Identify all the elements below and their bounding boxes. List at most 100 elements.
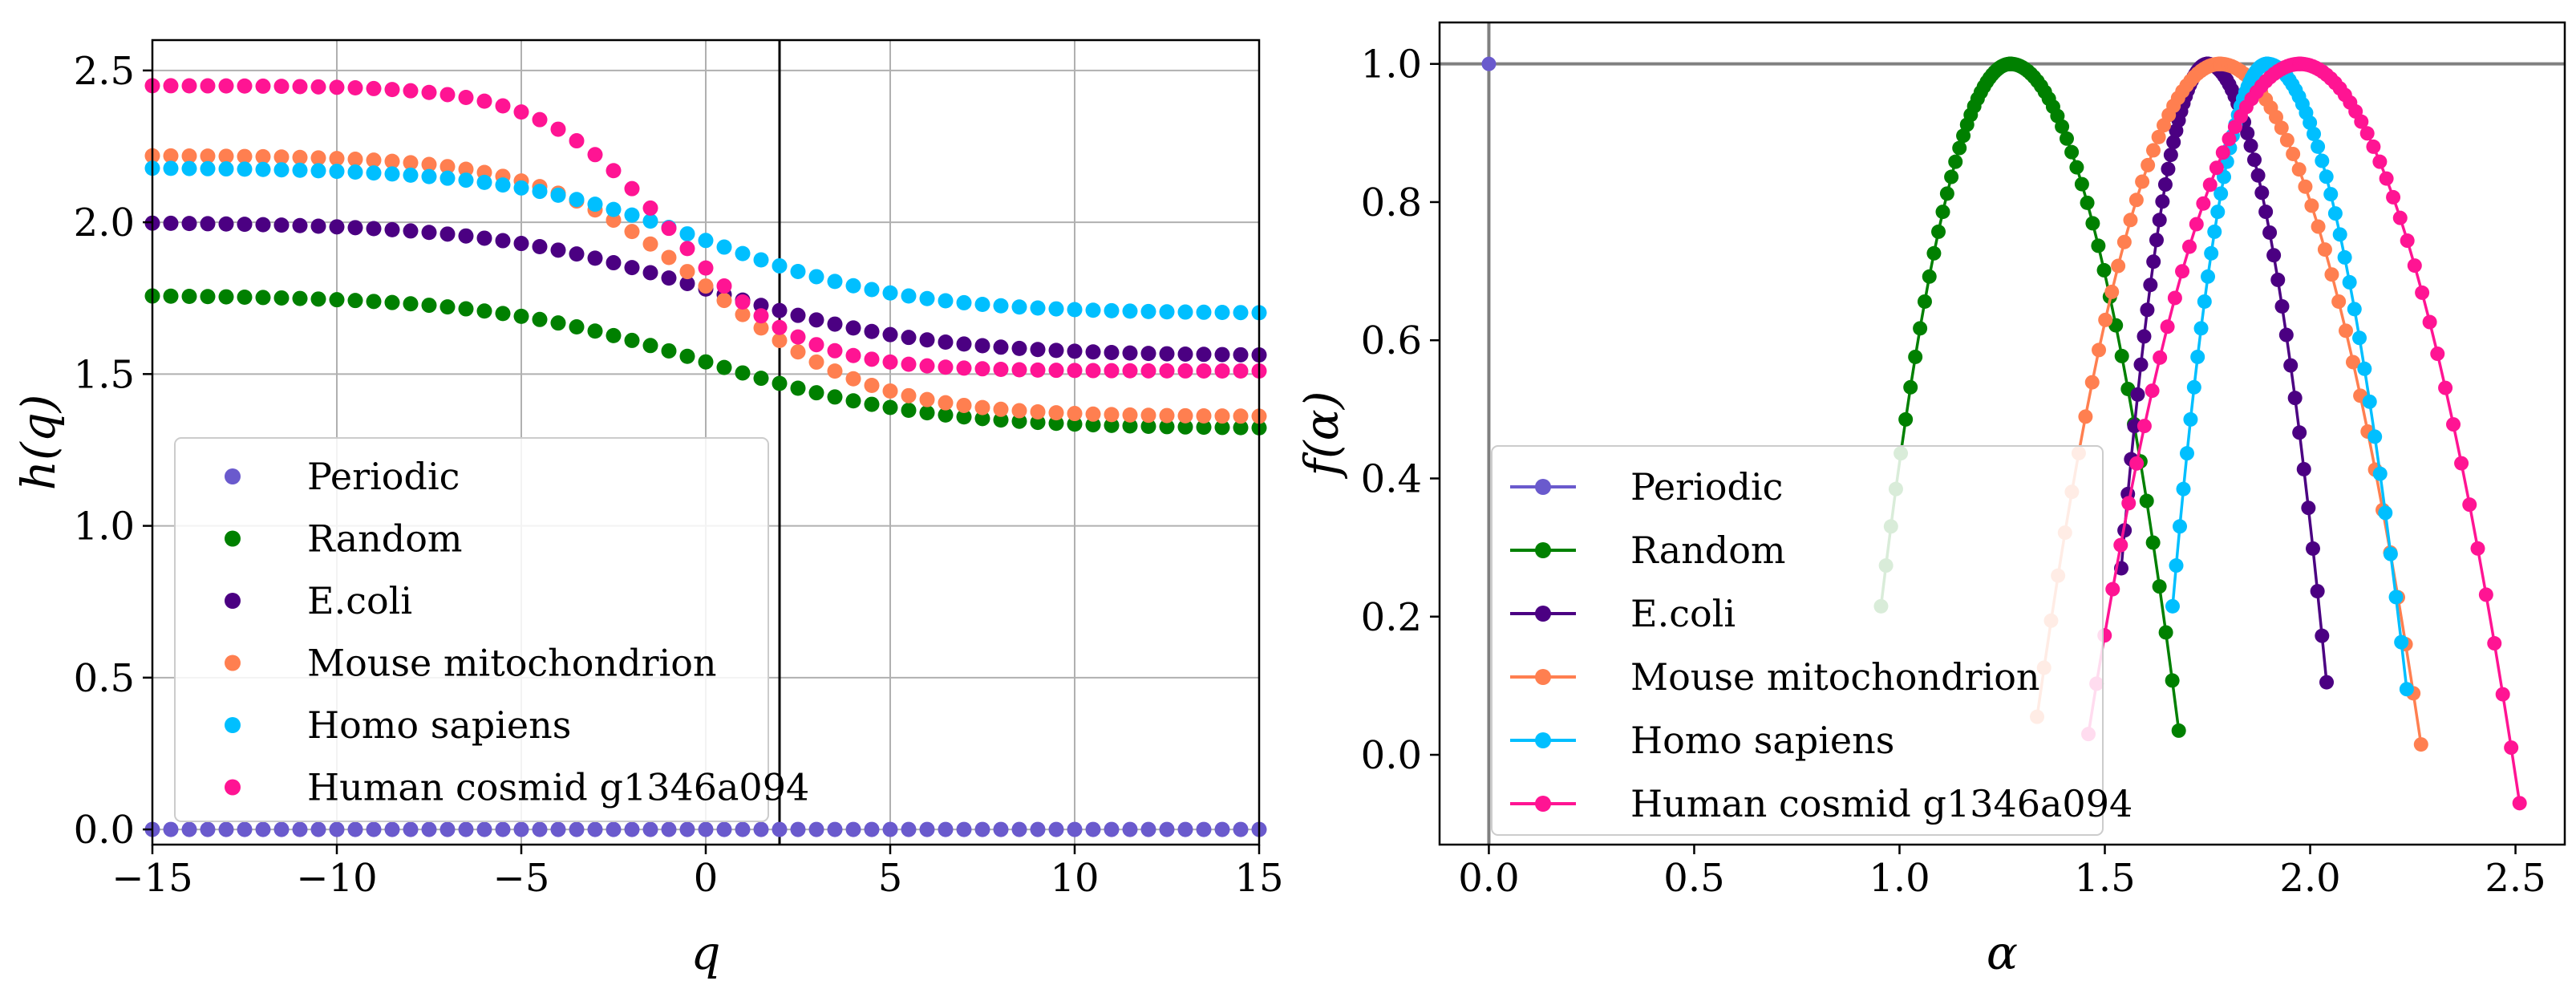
data-point xyxy=(864,396,880,412)
series-human-cosmid-g1346a094 xyxy=(2081,56,2527,811)
data-point xyxy=(716,278,732,294)
data-point xyxy=(2074,176,2089,192)
data-point xyxy=(218,289,234,305)
data-point xyxy=(974,411,990,427)
data-point xyxy=(974,821,990,837)
data-point xyxy=(2143,278,2158,293)
data-point xyxy=(2098,312,2113,327)
data-point xyxy=(1067,343,1083,359)
data-point xyxy=(2171,723,2186,738)
data-point xyxy=(2319,169,2334,184)
data-point xyxy=(2378,505,2393,521)
legend-marker xyxy=(1535,669,1551,685)
data-point xyxy=(1481,56,1497,71)
data-point xyxy=(310,79,326,95)
data-point xyxy=(2161,161,2176,176)
data-point xyxy=(974,296,990,312)
data-point xyxy=(2311,139,2326,154)
data-point xyxy=(2145,535,2161,550)
data-point xyxy=(901,387,917,403)
data-point xyxy=(458,161,474,177)
data-point xyxy=(2446,417,2461,432)
data-point xyxy=(753,821,769,837)
data-point xyxy=(2151,129,2166,144)
legend-marker xyxy=(225,779,241,796)
data-point xyxy=(1104,302,1120,318)
data-point xyxy=(347,220,363,236)
data-point xyxy=(679,226,695,242)
data-point xyxy=(1177,821,1193,837)
data-point xyxy=(1903,379,1918,395)
data-point xyxy=(2240,126,2255,141)
data-point xyxy=(2352,330,2367,346)
data-point xyxy=(1048,415,1064,432)
data-point xyxy=(882,326,898,342)
data-point xyxy=(2292,425,2307,440)
data-point xyxy=(1085,344,1101,360)
data-point xyxy=(200,821,216,837)
data-point xyxy=(679,241,695,257)
data-point xyxy=(1159,407,1175,424)
data-point xyxy=(2324,267,2339,282)
data-point xyxy=(2182,239,2197,254)
data-point xyxy=(1140,407,1156,424)
data-point xyxy=(2478,587,2493,602)
data-point xyxy=(587,197,603,213)
data-point xyxy=(439,299,456,315)
data-point xyxy=(735,294,751,310)
data-point xyxy=(1177,346,1193,362)
data-point xyxy=(218,216,234,232)
data-point xyxy=(1935,205,1950,220)
data-point xyxy=(347,821,363,837)
data-point xyxy=(808,385,824,401)
legend-label: Human cosmid g1346a094 xyxy=(1630,782,2132,825)
data-point xyxy=(2092,342,2107,358)
data-point xyxy=(993,298,1009,314)
data-point xyxy=(624,821,640,837)
data-point xyxy=(273,217,290,233)
data-point xyxy=(292,821,308,837)
data-point xyxy=(2130,387,2145,402)
data-point xyxy=(827,342,843,359)
data-point xyxy=(2209,160,2224,176)
data-point xyxy=(642,200,658,216)
data-point xyxy=(1067,821,1083,837)
data-point xyxy=(2394,634,2409,650)
data-point xyxy=(237,289,253,305)
data-point xyxy=(163,215,179,231)
data-point xyxy=(403,83,419,99)
data-point xyxy=(329,292,345,308)
data-point xyxy=(2160,319,2175,334)
data-point xyxy=(606,255,622,271)
data-point xyxy=(938,395,954,411)
data-point xyxy=(2274,120,2289,136)
series-homo-sapiens xyxy=(144,160,1267,321)
data-point xyxy=(1214,419,1230,436)
data-point xyxy=(1913,321,1928,336)
data-point xyxy=(938,334,954,351)
data-point xyxy=(550,187,566,203)
data-point xyxy=(237,217,253,233)
data-point xyxy=(513,180,529,196)
data-point xyxy=(2085,216,2100,231)
data-point xyxy=(2347,302,2362,317)
data-point xyxy=(458,821,474,837)
data-point xyxy=(1233,305,1249,321)
data-point xyxy=(237,821,253,837)
data-point xyxy=(2197,294,2212,309)
data-point xyxy=(919,290,935,306)
data-point xyxy=(2317,242,2332,257)
data-point xyxy=(403,155,419,171)
data-point xyxy=(864,821,880,837)
data-point xyxy=(642,821,658,837)
data-point xyxy=(292,79,308,95)
data-point xyxy=(661,342,677,359)
data-point xyxy=(2145,383,2160,399)
data-point xyxy=(366,152,382,168)
data-point xyxy=(2291,162,2307,177)
data-point xyxy=(716,239,732,255)
data-point xyxy=(1931,224,1946,239)
x-tick-label: 10 xyxy=(1050,856,1099,901)
data-point xyxy=(403,296,419,312)
data-point xyxy=(1067,406,1083,422)
